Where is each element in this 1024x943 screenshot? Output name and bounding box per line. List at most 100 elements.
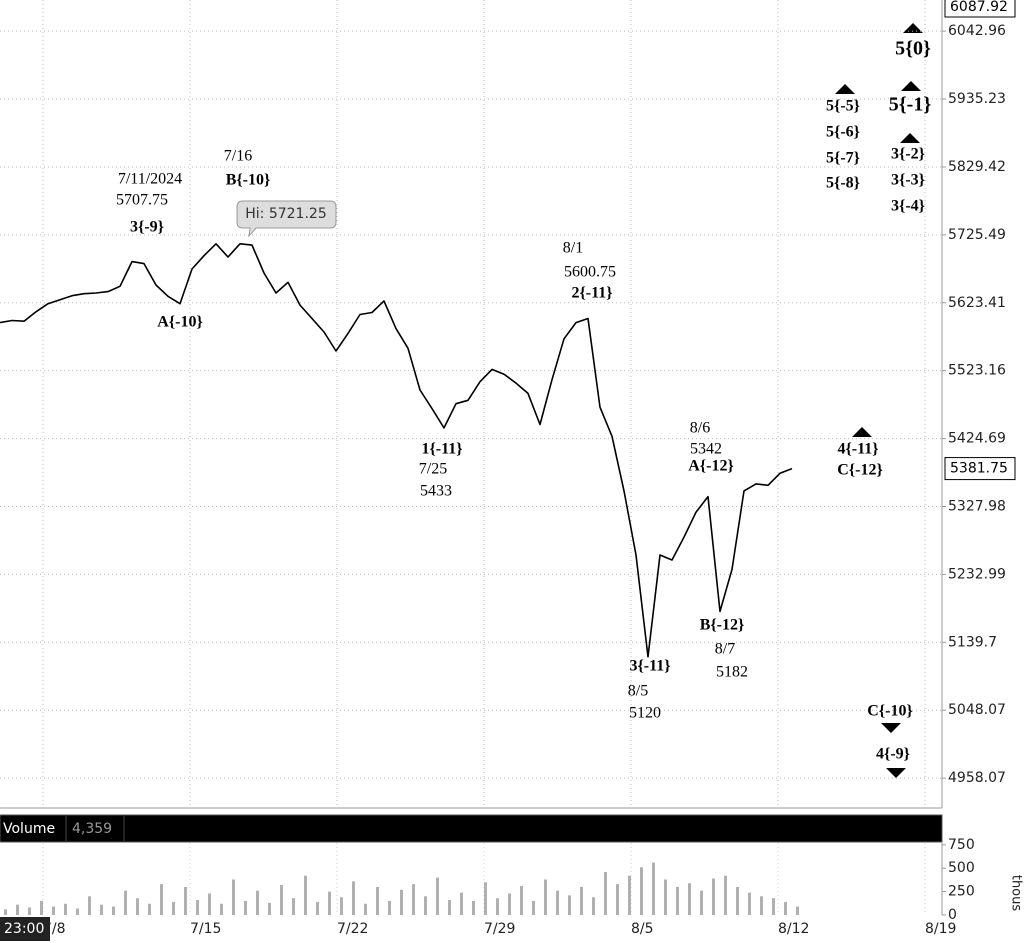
wave-label: 4{-9} [876,746,910,763]
arrow-up [835,84,855,94]
wave-label: 5600.75 [564,264,616,281]
volume-bar [340,897,343,915]
wave-label: 5{-1} [889,94,932,116]
wave-label: 1{-11} [421,441,462,458]
last-price-box [944,457,1016,481]
volume-bar [208,893,211,915]
arrow-down [886,768,906,778]
volume-bar [412,884,415,915]
volume-bar [172,901,175,915]
top-price-label: 6087.92 [950,0,1008,15]
volume-bar [400,889,403,915]
volume-bar [748,892,751,915]
volume-bar [580,886,583,915]
volume-bar [652,862,655,915]
wave-label: 5342 [690,441,722,458]
volume-tick-label: 750 [948,837,975,853]
y-tick-label: 5829.42 [948,159,1006,175]
volume-bar [700,890,703,915]
volume-bar [52,906,55,915]
wave-label: C{-10} [867,703,913,720]
volume-bar [244,900,247,915]
volume-bar [136,898,139,915]
volume-bar [724,875,727,915]
volume-bar [76,908,79,915]
volume-bar [676,886,679,915]
volume-bar [508,893,511,915]
y-tick-label: 6042.96 [948,23,1006,39]
volume-bar [316,901,319,915]
top-price-box [944,0,1016,18]
volume-bar [100,904,103,915]
x-tick-label: 8/19 [925,921,956,937]
volume-bar [460,892,463,915]
volume-bar [496,898,499,915]
volume-bar [328,891,331,915]
high-tooltip: Hi: 5721.25 [245,206,326,222]
volume-bar [556,890,559,915]
wave-label: 3{-4} [891,198,925,215]
volume-bar [196,900,199,915]
wave-label: 7/25 [419,461,447,478]
wave-label: 8/1 [563,240,583,257]
volume-bar [64,903,67,915]
wave-label: 8/6 [690,420,710,437]
wave-label: 5{-6} [826,124,860,141]
volume-bar [712,878,715,915]
volume-bar [592,897,595,915]
time-label-box [0,917,50,941]
volume-bar [184,886,187,915]
arrow-up [900,133,920,143]
volume-bar [160,884,163,915]
volume-bar [352,881,355,915]
arrow-up [901,81,921,91]
wave-label: 3{-11} [629,658,670,675]
y-tick-label: 5048.07 [948,702,1006,718]
volume-bar [232,879,235,915]
wave-label: 7/11/2024 [118,171,182,188]
volume-unit: thous [1009,875,1024,912]
volume-tick-label: 500 [948,860,975,876]
wave-label: 4{-11} [837,441,878,458]
volume-bar [88,896,91,915]
volume-bar [532,900,535,915]
arrow-down [881,723,901,733]
volume-tick-label: 250 [948,884,975,900]
wave-arrows [835,23,923,778]
volume-bar [256,890,259,915]
volume-bar [484,882,487,915]
volume-bar [280,885,283,915]
volume-bar [424,896,427,915]
y-tick-label: 5327.98 [948,498,1006,514]
wave-label: 2{-11} [571,285,612,302]
volume-bar [268,902,271,915]
volume-bar [364,903,367,915]
volume-last: 4,359 [72,821,112,837]
volume-bar [124,890,127,915]
volume-bar [664,879,667,915]
arrow-up [852,427,872,437]
wave-label: 5{-8} [826,175,860,192]
volume-bar [304,875,307,915]
wave-label: A{-10} [157,314,203,331]
volume-bar [28,907,31,915]
x-tick-label: 7/15 [190,921,221,937]
y-tick-label: 5523.16 [948,363,1006,379]
volume-bar [604,871,607,915]
wave-label: 3{-3} [891,172,925,189]
volume-bar [376,886,379,915]
wave-label: 5{-5} [826,98,860,115]
volume-bar [448,900,451,915]
wave-label: 3{-9} [130,219,164,236]
wave-label: 5120 [629,705,661,722]
y-tick-label: 5623.41 [948,295,1006,311]
wave-label: 7/16 [224,148,252,165]
x-tick-label: 8/5 [631,921,654,937]
wave-label: B{-12} [700,617,745,634]
volume-bar [544,879,547,915]
wave-label: 8/7 [715,641,735,658]
volume-bar [772,898,775,915]
volume-bar [436,877,439,915]
volume-bar [736,886,739,915]
volume-bar [388,900,391,915]
